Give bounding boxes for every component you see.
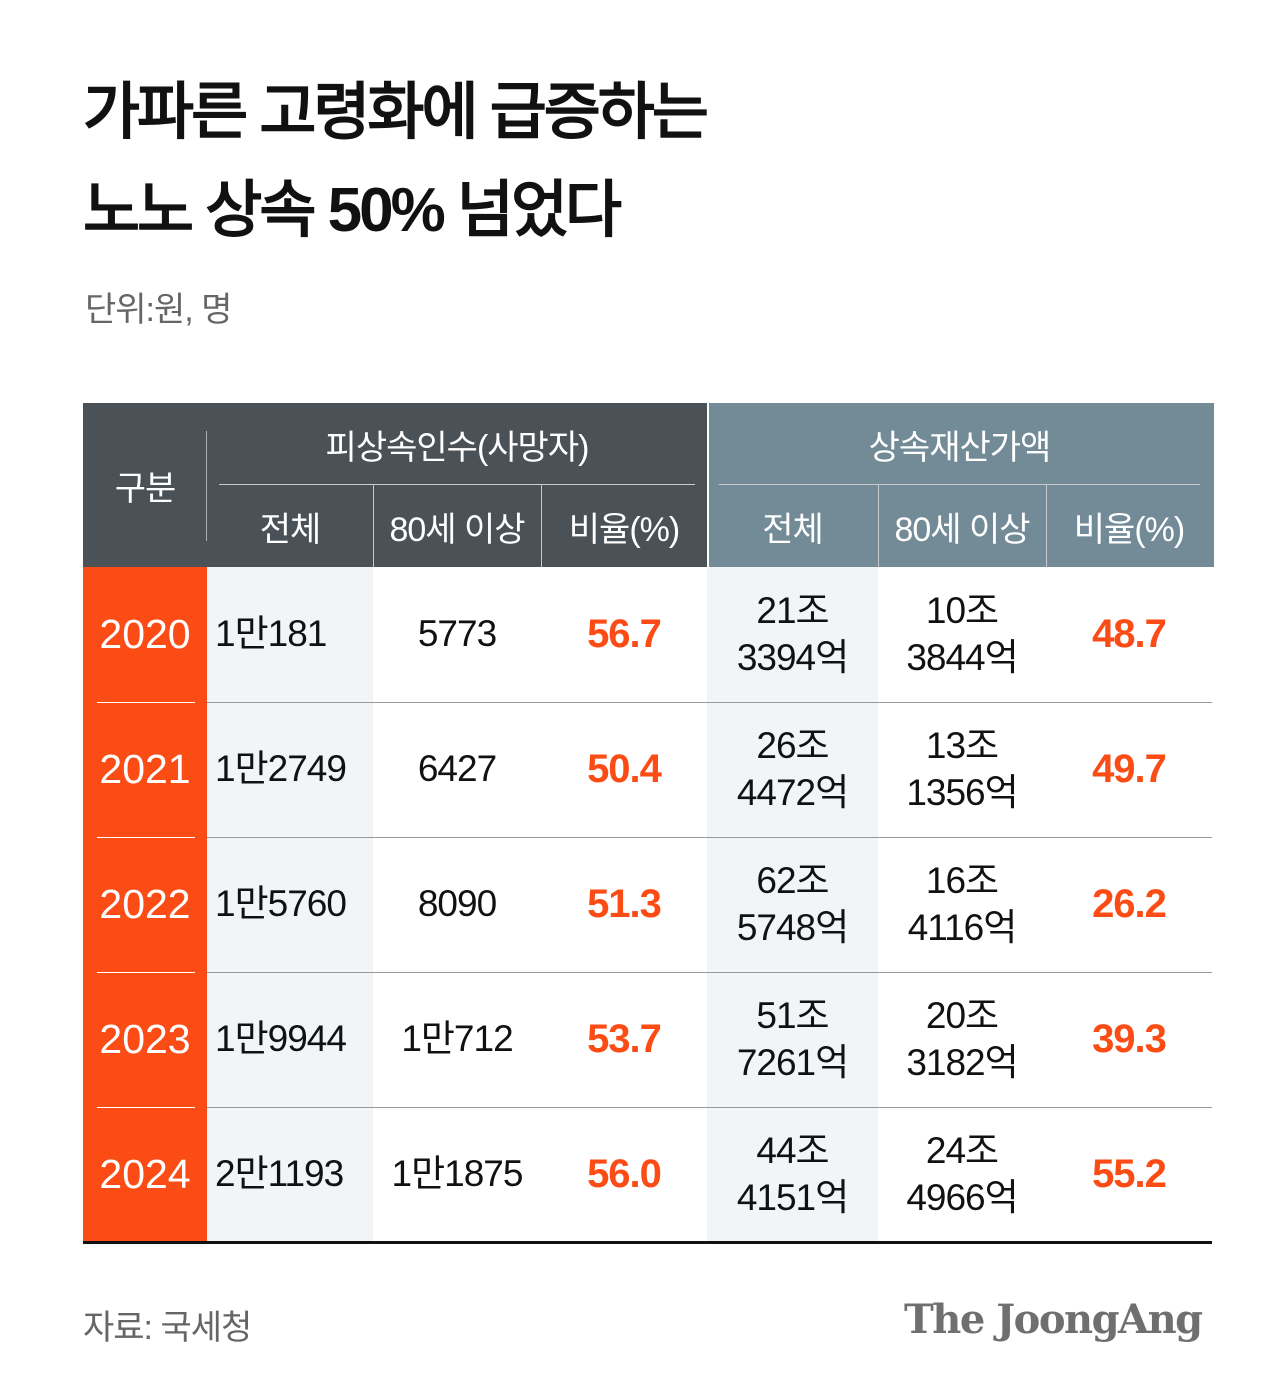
- row-divider: [207, 972, 1212, 973]
- row-divider: [207, 702, 1212, 703]
- year-label: 2020: [99, 611, 191, 657]
- title-line-2: 노노 상속 50% 넘었다: [83, 176, 622, 245]
- table-cell: 8090: [417, 883, 497, 924]
- header-group-right-bg: [707, 403, 1214, 567]
- column-header: 80세 이상: [389, 510, 525, 549]
- table-cell: 21조 3394억: [736, 589, 849, 678]
- table-cell: 16조 4116억: [907, 859, 1018, 948]
- column-header: 80세 이상: [894, 510, 1030, 549]
- ratio-value: 56.0: [587, 1152, 662, 1197]
- header-group-underline: [719, 484, 1200, 485]
- unit-label: 단위:원, 명: [85, 291, 232, 329]
- table-bottom-border: [83, 1241, 1212, 1244]
- header-group-label: 상속재산가액: [868, 428, 1052, 467]
- ratio-value: 39.3: [1092, 1017, 1167, 1062]
- header-group-left-bg: [83, 403, 707, 567]
- shaded-column-bg: [707, 567, 878, 1242]
- table-cell: 20조 3182억: [906, 994, 1018, 1083]
- ratio-value: 48.7: [1092, 612, 1167, 657]
- column-divider: [878, 485, 879, 567]
- table-cell: 5773: [417, 613, 497, 654]
- ratio-value: 49.7: [1092, 747, 1167, 792]
- table-cell: 1만181: [215, 613, 327, 654]
- table-cell: 51조 7261억: [736, 994, 849, 1083]
- logo: The JoongAng: [904, 1296, 1203, 1343]
- row-divider: [207, 1107, 1212, 1108]
- header-group-underline: [219, 484, 695, 485]
- table-cell: 10조 3844억: [906, 589, 1018, 678]
- column-divider: [373, 485, 374, 567]
- ratio-value: 53.7: [587, 1017, 662, 1062]
- table-cell: 1만2749: [215, 748, 347, 789]
- year-label: 2022: [99, 881, 191, 927]
- title-line-1: 가파른 고령화에 급증하는: [83, 78, 709, 147]
- table-cell: 1만9944: [215, 1018, 347, 1059]
- source-label: 자료: 국세청: [83, 1309, 252, 1347]
- column-divider: [541, 485, 542, 567]
- year-label: 2024: [99, 1151, 191, 1197]
- header-group-label: 피상속인수(사망자): [325, 428, 590, 467]
- year-row-divider: [97, 972, 195, 973]
- row-divider: [207, 837, 1212, 838]
- header-divider: [206, 431, 207, 541]
- table-cell: 1만1875: [391, 1153, 524, 1194]
- table-cell: 62조 5748억: [736, 859, 849, 948]
- shaded-column-bg: [207, 567, 373, 1242]
- year-row-divider: [97, 837, 195, 838]
- table-cell: 44조 4151억: [736, 1129, 849, 1218]
- column-header: 비율(%): [1073, 510, 1185, 549]
- column-header: 전체: [762, 510, 824, 549]
- year-label: 2021: [99, 746, 191, 792]
- column-divider: [1046, 485, 1047, 567]
- year-label: 2023: [99, 1016, 191, 1062]
- table-cell: 1만5760: [215, 883, 347, 924]
- column-header: 비율(%): [568, 510, 680, 549]
- ratio-value: 50.4: [587, 747, 662, 792]
- year-column-bg: [83, 567, 207, 1242]
- table-cell: 13조 1356억: [906, 724, 1018, 813]
- column-header: 전체: [259, 510, 322, 549]
- year-row-divider: [97, 1107, 195, 1108]
- table-cell: 6427: [417, 748, 497, 789]
- corner-header: 구분: [114, 469, 177, 508]
- year-row-divider: [97, 702, 195, 703]
- table-cell: 2만1193: [215, 1153, 344, 1194]
- ratio-value: 55.2: [1092, 1152, 1167, 1197]
- table-cell: 1만712: [401, 1018, 513, 1059]
- table-cell: 24조 4966억: [906, 1129, 1018, 1218]
- ratio-value: 26.2: [1092, 882, 1167, 927]
- ratio-value: 51.3: [587, 882, 662, 927]
- ratio-value: 56.7: [587, 612, 662, 657]
- table-cell: 26조 4472억: [736, 724, 849, 813]
